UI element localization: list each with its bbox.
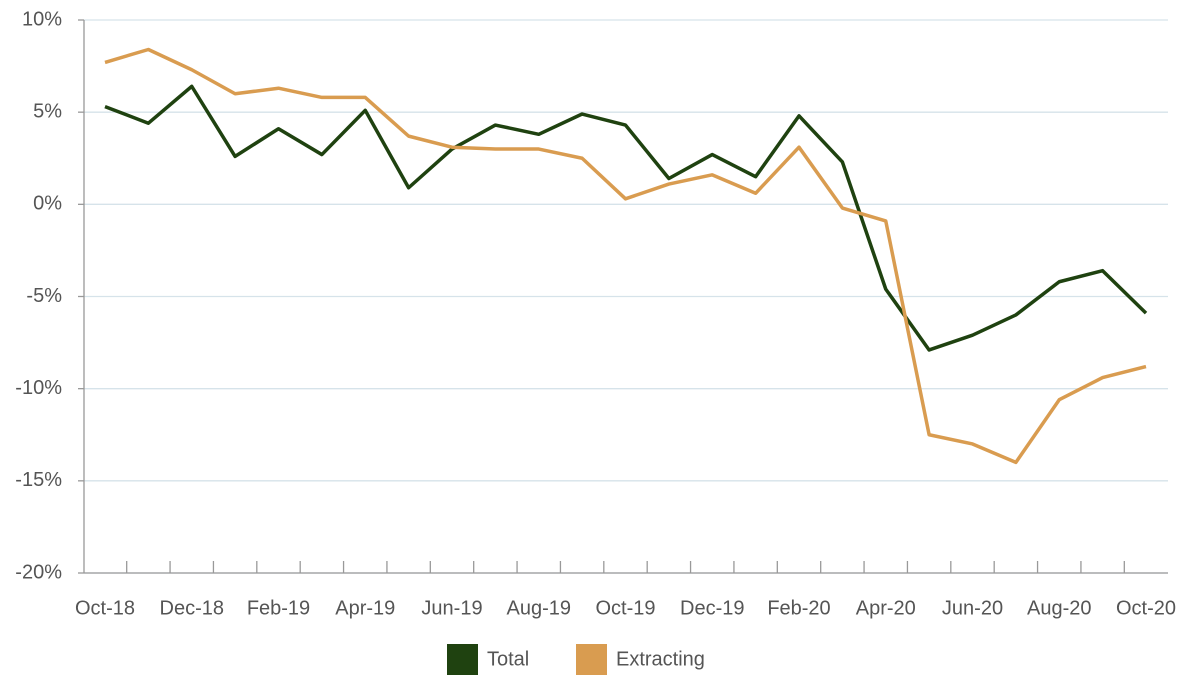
x-tick-label: Dec-19 bbox=[680, 597, 744, 619]
x-tick-label: Feb-19 bbox=[247, 597, 310, 619]
legend-swatch bbox=[576, 644, 607, 675]
x-tick-label: Aug-20 bbox=[1027, 597, 1092, 619]
x-tick-label: Apr-19 bbox=[335, 597, 395, 619]
y-tick-label: -10% bbox=[15, 377, 62, 399]
legend-swatch bbox=[447, 644, 478, 675]
series-line bbox=[104, 84, 1148, 352]
x-tick-label: Apr-20 bbox=[856, 597, 916, 619]
y-tick-label: -15% bbox=[15, 469, 62, 491]
x-tick-label: Dec-18 bbox=[160, 597, 224, 619]
y-tick-label: 10% bbox=[22, 8, 62, 30]
x-tick-label: Jun-20 bbox=[942, 597, 1003, 619]
y-tick-label: -5% bbox=[26, 285, 62, 307]
legend-label: Extracting bbox=[616, 648, 705, 670]
x-tick-label: Oct-18 bbox=[75, 597, 135, 619]
x-tick-label: Feb-20 bbox=[767, 597, 830, 619]
y-tick-label: 0% bbox=[33, 193, 62, 215]
x-tick-label: Aug-19 bbox=[507, 597, 572, 619]
legend-label: Total bbox=[487, 648, 529, 670]
x-tick-label: Jun-19 bbox=[421, 597, 482, 619]
y-tick-label: -20% bbox=[15, 561, 62, 583]
x-tick-label: Oct-19 bbox=[595, 597, 655, 619]
y-tick-label: 5% bbox=[33, 100, 62, 122]
series-line bbox=[104, 47, 1147, 465]
x-tick-label: Oct-20 bbox=[1116, 597, 1176, 619]
